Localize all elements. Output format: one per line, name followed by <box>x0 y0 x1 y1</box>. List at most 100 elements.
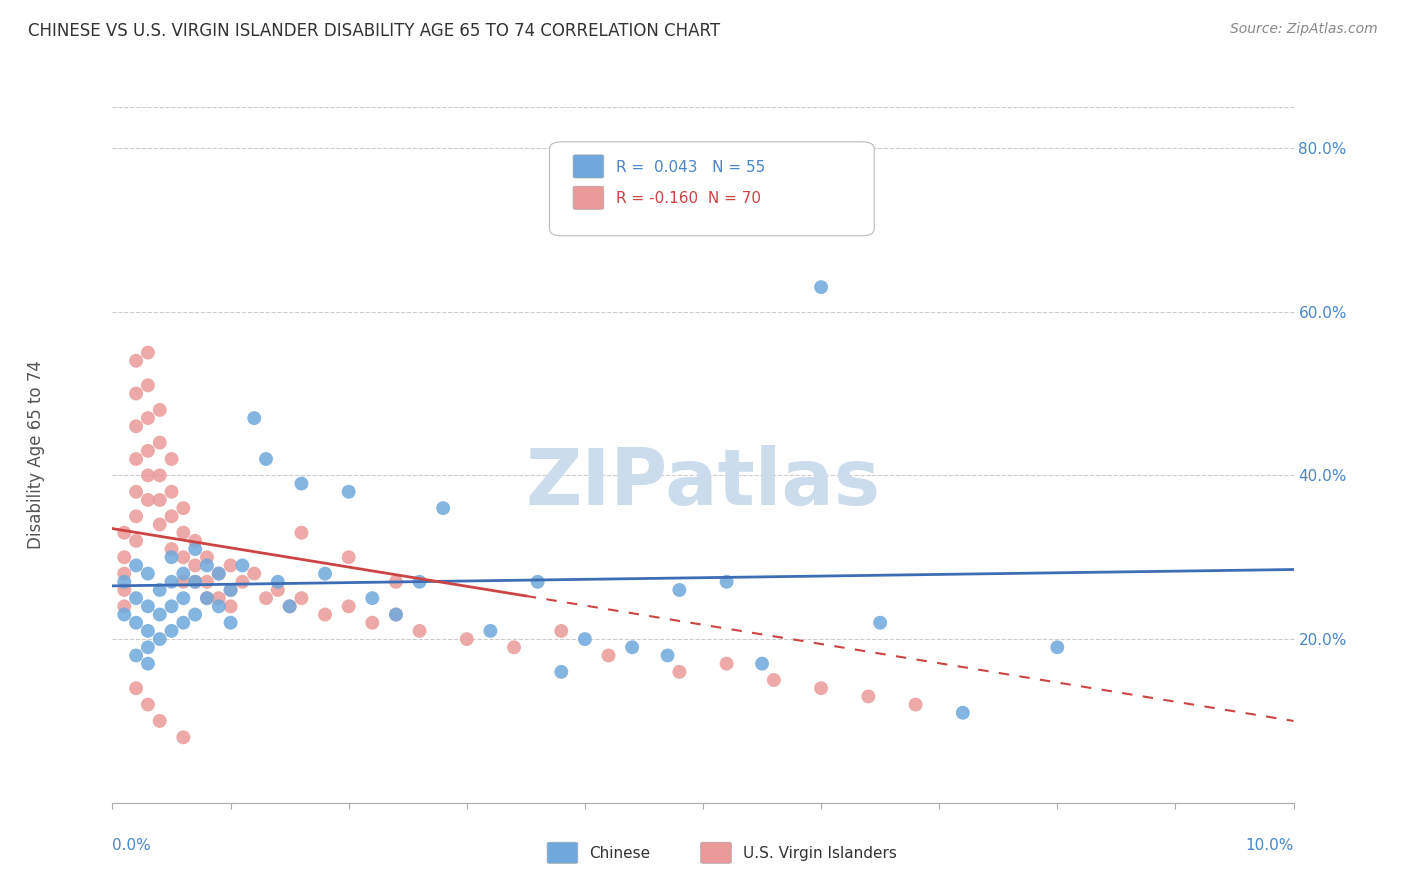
Point <box>184 574 207 589</box>
Point <box>208 599 231 614</box>
Point <box>385 607 408 622</box>
Point <box>762 673 785 687</box>
Point <box>149 517 172 532</box>
Text: 0.0%: 0.0% <box>112 838 152 854</box>
Point <box>136 599 159 614</box>
Point <box>125 533 148 548</box>
Text: CHINESE VS U.S. VIRGIN ISLANDER DISABILITY AGE 65 TO 74 CORRELATION CHART: CHINESE VS U.S. VIRGIN ISLANDER DISABILI… <box>28 22 720 40</box>
Point <box>904 698 927 712</box>
Point <box>160 509 183 524</box>
Point <box>149 403 172 417</box>
Point <box>314 566 336 581</box>
FancyBboxPatch shape <box>700 842 731 863</box>
FancyBboxPatch shape <box>574 155 603 178</box>
Point <box>125 681 148 696</box>
Point <box>195 574 218 589</box>
Point <box>290 525 312 540</box>
Point <box>267 582 290 597</box>
Point <box>149 492 172 507</box>
Point <box>668 582 690 597</box>
Point <box>112 550 135 565</box>
Point <box>136 411 159 425</box>
FancyBboxPatch shape <box>547 842 578 863</box>
Point <box>125 615 148 630</box>
Point <box>184 533 207 548</box>
Point <box>195 591 218 606</box>
Point <box>125 419 148 434</box>
Point <box>385 574 408 589</box>
Text: Source: ZipAtlas.com: Source: ZipAtlas.com <box>1230 22 1378 37</box>
Point <box>408 574 430 589</box>
Point <box>112 582 135 597</box>
Point <box>160 484 183 499</box>
Point <box>160 542 183 557</box>
Point <box>621 640 644 655</box>
Point <box>267 574 290 589</box>
Point <box>668 665 690 679</box>
Point <box>858 690 880 704</box>
Point <box>184 574 207 589</box>
Point <box>136 640 159 655</box>
Point <box>716 657 738 671</box>
Point <box>290 591 312 606</box>
Text: R = -0.160  N = 70: R = -0.160 N = 70 <box>616 192 761 206</box>
Point <box>136 566 159 581</box>
Text: Chinese: Chinese <box>589 847 651 861</box>
Point <box>550 624 572 638</box>
Point <box>125 591 148 606</box>
Point <box>160 574 183 589</box>
Point <box>526 574 548 589</box>
Point <box>231 574 253 589</box>
Point <box>254 452 277 467</box>
Point <box>184 558 207 573</box>
Point <box>408 624 430 638</box>
Point <box>195 591 218 606</box>
Text: R =  0.043   N = 55: R = 0.043 N = 55 <box>616 160 765 175</box>
Point <box>208 566 231 581</box>
Point <box>657 648 679 663</box>
Point <box>337 550 360 565</box>
Point <box>1046 640 1069 655</box>
Point <box>125 558 148 573</box>
Point <box>149 435 172 450</box>
Point <box>231 558 253 573</box>
Point <box>219 615 242 630</box>
Point <box>172 615 194 630</box>
Point <box>172 566 194 581</box>
Point <box>136 468 159 483</box>
Point <box>184 607 207 622</box>
Point <box>112 607 135 622</box>
Point <box>456 632 478 646</box>
Point <box>952 706 974 720</box>
Point <box>160 624 183 638</box>
Point <box>254 591 277 606</box>
Point <box>208 591 231 606</box>
Point <box>219 582 242 597</box>
Point <box>112 574 135 589</box>
Point <box>503 640 526 655</box>
Point <box>160 599 183 614</box>
Point <box>172 591 194 606</box>
Point <box>550 665 572 679</box>
Point <box>184 542 207 557</box>
Point <box>290 476 312 491</box>
Point <box>149 468 172 483</box>
Point <box>810 280 832 294</box>
Point <box>125 452 148 467</box>
Point <box>243 411 266 425</box>
Point <box>195 558 218 573</box>
Point <box>172 550 194 565</box>
Point <box>278 599 301 614</box>
Point <box>219 558 242 573</box>
Point <box>136 443 159 458</box>
Point <box>125 648 148 663</box>
Point <box>136 345 159 359</box>
Point <box>112 566 135 581</box>
Point <box>385 607 408 622</box>
Point <box>479 624 502 638</box>
FancyBboxPatch shape <box>574 186 603 210</box>
Point <box>598 648 620 663</box>
Point <box>136 492 159 507</box>
Point <box>136 657 159 671</box>
Point <box>432 501 454 516</box>
